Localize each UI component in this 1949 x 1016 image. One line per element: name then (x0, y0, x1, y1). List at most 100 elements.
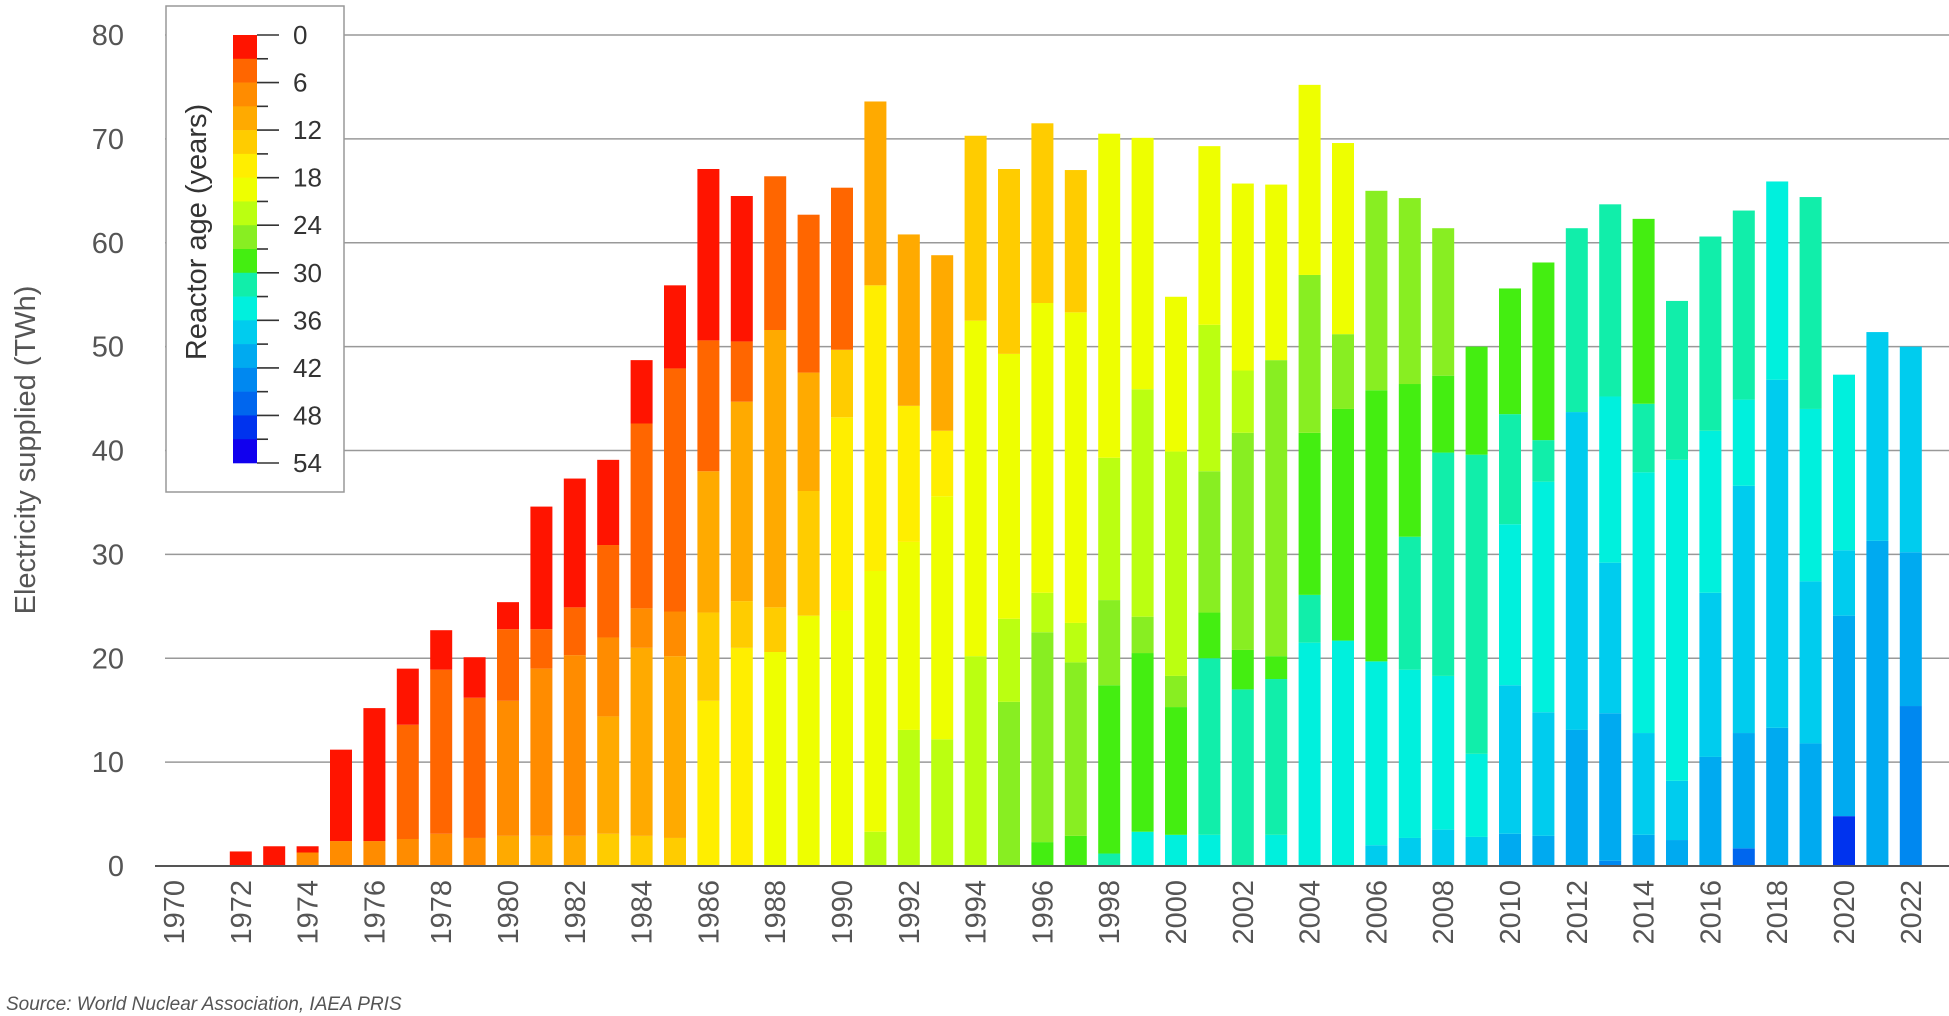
x-tick-label: 1972 (226, 880, 258, 945)
bar-segment (563, 835, 586, 866)
x-tick-label: 1994 (961, 880, 993, 945)
bar-segment (730, 647, 753, 866)
bar-2002 (1231, 183, 1254, 866)
bar-segment (1031, 842, 1054, 866)
bar-1981 (530, 506, 553, 866)
bar-segment (1064, 662, 1087, 836)
bar-segment (1332, 143, 1354, 335)
bar-segment (1499, 833, 1521, 866)
bar-segment (1131, 653, 1154, 832)
bar-segment (1565, 228, 1588, 413)
bar-segment (597, 545, 620, 638)
bar-2008 (1432, 228, 1455, 866)
bar-2010 (1499, 288, 1521, 866)
bar-segment (1031, 632, 1054, 843)
y-tick-label: 40 (92, 436, 124, 468)
bar-segment (1198, 146, 1221, 325)
bar-segment (1532, 262, 1555, 441)
bar-segment (1098, 457, 1121, 601)
x-tick-label: 1982 (560, 880, 592, 945)
bar-segment (764, 176, 787, 331)
bar-1973 (263, 846, 286, 866)
bar-segment (630, 423, 653, 609)
bar-segment (1599, 204, 1622, 397)
bar-segment (1432, 375, 1455, 453)
y-axis-label: Electricity supplied (TWh) (10, 286, 42, 615)
bar-segment (1833, 615, 1855, 817)
x-tick-label: 2012 (1562, 880, 1594, 945)
bar-segment (497, 835, 519, 866)
bar-segment (897, 541, 920, 730)
legend-colorbar (233, 35, 257, 464)
bar-segment (697, 700, 720, 866)
bar-segment (1198, 834, 1221, 866)
x-tick-label: 1998 (1094, 880, 1126, 945)
y-tick-label: 70 (92, 124, 124, 156)
bar-segment (1532, 440, 1555, 482)
bar-segment (1432, 228, 1455, 376)
x-axis-ticks: 1970 1972 1974 1976 1978 1980 1982 1984 1986 1988… (159, 880, 1928, 945)
legend-swatch (233, 249, 257, 274)
x-tick-label: 1976 (359, 880, 391, 945)
bar-segment (998, 618, 1020, 702)
legend-tick-label: 0 (293, 20, 307, 50)
bar-2009 (1465, 346, 1488, 866)
bar-1998 (1098, 133, 1121, 866)
bar-segment (1632, 218, 1655, 404)
bar-segment (1899, 706, 1922, 866)
bar-2004 (1298, 84, 1321, 866)
legend-swatch (233, 367, 257, 392)
bar-1972 (229, 851, 252, 866)
bar-2006 (1365, 190, 1388, 866)
x-tick-label: 2004 (1295, 880, 1327, 945)
bar-2012 (1565, 228, 1588, 866)
bar-segment (1766, 727, 1789, 866)
bar-segment (1599, 713, 1622, 861)
bar-1991 (864, 101, 887, 866)
bar-segment (363, 841, 386, 866)
bar-segment (1432, 829, 1455, 866)
bar-segment (664, 837, 686, 866)
bar-segment (1265, 360, 1288, 657)
bar-segment (1432, 675, 1455, 830)
bar-2001 (1198, 146, 1221, 866)
bar-segment (964, 320, 987, 657)
bar-segment (1599, 860, 1622, 866)
bar-segment (396, 838, 419, 866)
source-note: Source: World Nuclear Association, IAEA … (6, 994, 402, 1015)
bar-segment (1031, 123, 1054, 303)
bar-segment (229, 851, 252, 866)
legend-swatch (233, 153, 257, 178)
bar-segment (330, 841, 352, 866)
legend-tick-label: 18 (293, 163, 322, 193)
bar-segment (1833, 550, 1855, 616)
bar-segment (831, 187, 853, 350)
bar-segment (1666, 780, 1688, 841)
legend-swatch (233, 58, 257, 83)
bar-segment (998, 353, 1020, 619)
legend-tick-label: 54 (293, 448, 322, 478)
bar-2014 (1632, 218, 1655, 866)
x-tick-label: 1980 (493, 880, 525, 945)
legend-swatch (233, 272, 257, 297)
bar-segment (1465, 753, 1488, 837)
bar-segment (1098, 600, 1121, 686)
bar-segment (697, 340, 720, 472)
bar-segment (1064, 312, 1087, 623)
legend-tick-label: 6 (293, 68, 307, 98)
bar-segment (530, 835, 553, 866)
bar-segment (1699, 756, 1722, 866)
bar-segment (1165, 451, 1187, 676)
bar-segment (1499, 685, 1521, 834)
bar-segment (497, 629, 519, 701)
bar-segment (1198, 612, 1221, 659)
bar-segment (463, 657, 486, 698)
bar-segment (1365, 190, 1388, 391)
bar-segment (1332, 640, 1354, 866)
bar-segment (697, 471, 720, 613)
bar-segment (764, 607, 787, 653)
bar-1980 (497, 602, 519, 866)
x-tick-label: 1990 (827, 880, 859, 945)
bar-segment (563, 655, 586, 836)
legend-swatch (233, 201, 257, 226)
